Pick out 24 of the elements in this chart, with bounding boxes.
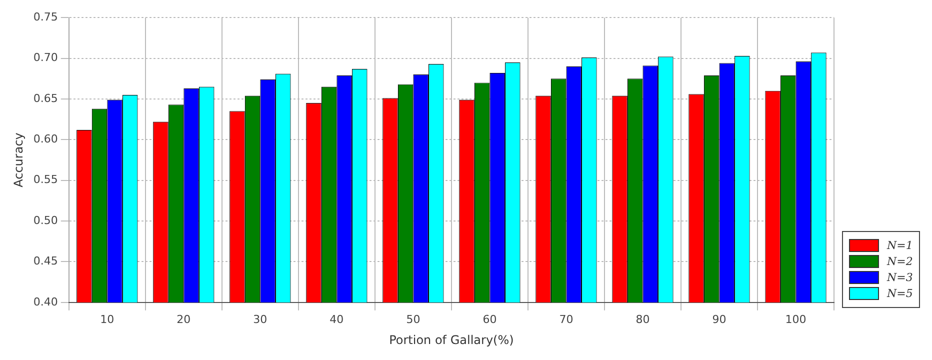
y-axis-title: Accuracy xyxy=(11,132,26,188)
y-tick-label: 0.45 xyxy=(33,254,58,268)
legend-label: N=1 xyxy=(887,239,913,252)
legend-label: N=2 xyxy=(887,255,913,268)
x-tick-label: 10 xyxy=(100,312,114,326)
x-tick-label: 40 xyxy=(330,312,344,326)
y-tick-label: 0.75 xyxy=(33,10,58,24)
x-axis-title: Portion of Gallary(%) xyxy=(389,332,514,347)
y-tick-label: 0.40 xyxy=(33,295,58,308)
x-tick-label: 60 xyxy=(482,312,497,326)
legend-label: N=3 xyxy=(887,271,913,284)
x-tick-label: 100 xyxy=(785,312,806,326)
y-tick-label: 0.65 xyxy=(33,92,58,105)
y-tick-label: 0.70 xyxy=(33,51,58,64)
x-tick-label: 90 xyxy=(712,312,726,326)
x-tick-label: 20 xyxy=(176,312,191,326)
y-tick-label: 0.50 xyxy=(33,214,58,227)
x-tick-label: 70 xyxy=(559,312,574,326)
y-tick-label: 0.55 xyxy=(33,173,58,186)
x-tick-label: 30 xyxy=(253,312,268,326)
y-tick-label: 0.60 xyxy=(33,132,58,146)
x-tick-label: 80 xyxy=(636,312,650,326)
x-tick-label: 50 xyxy=(406,312,420,326)
legend-label: N=5 xyxy=(887,287,913,300)
